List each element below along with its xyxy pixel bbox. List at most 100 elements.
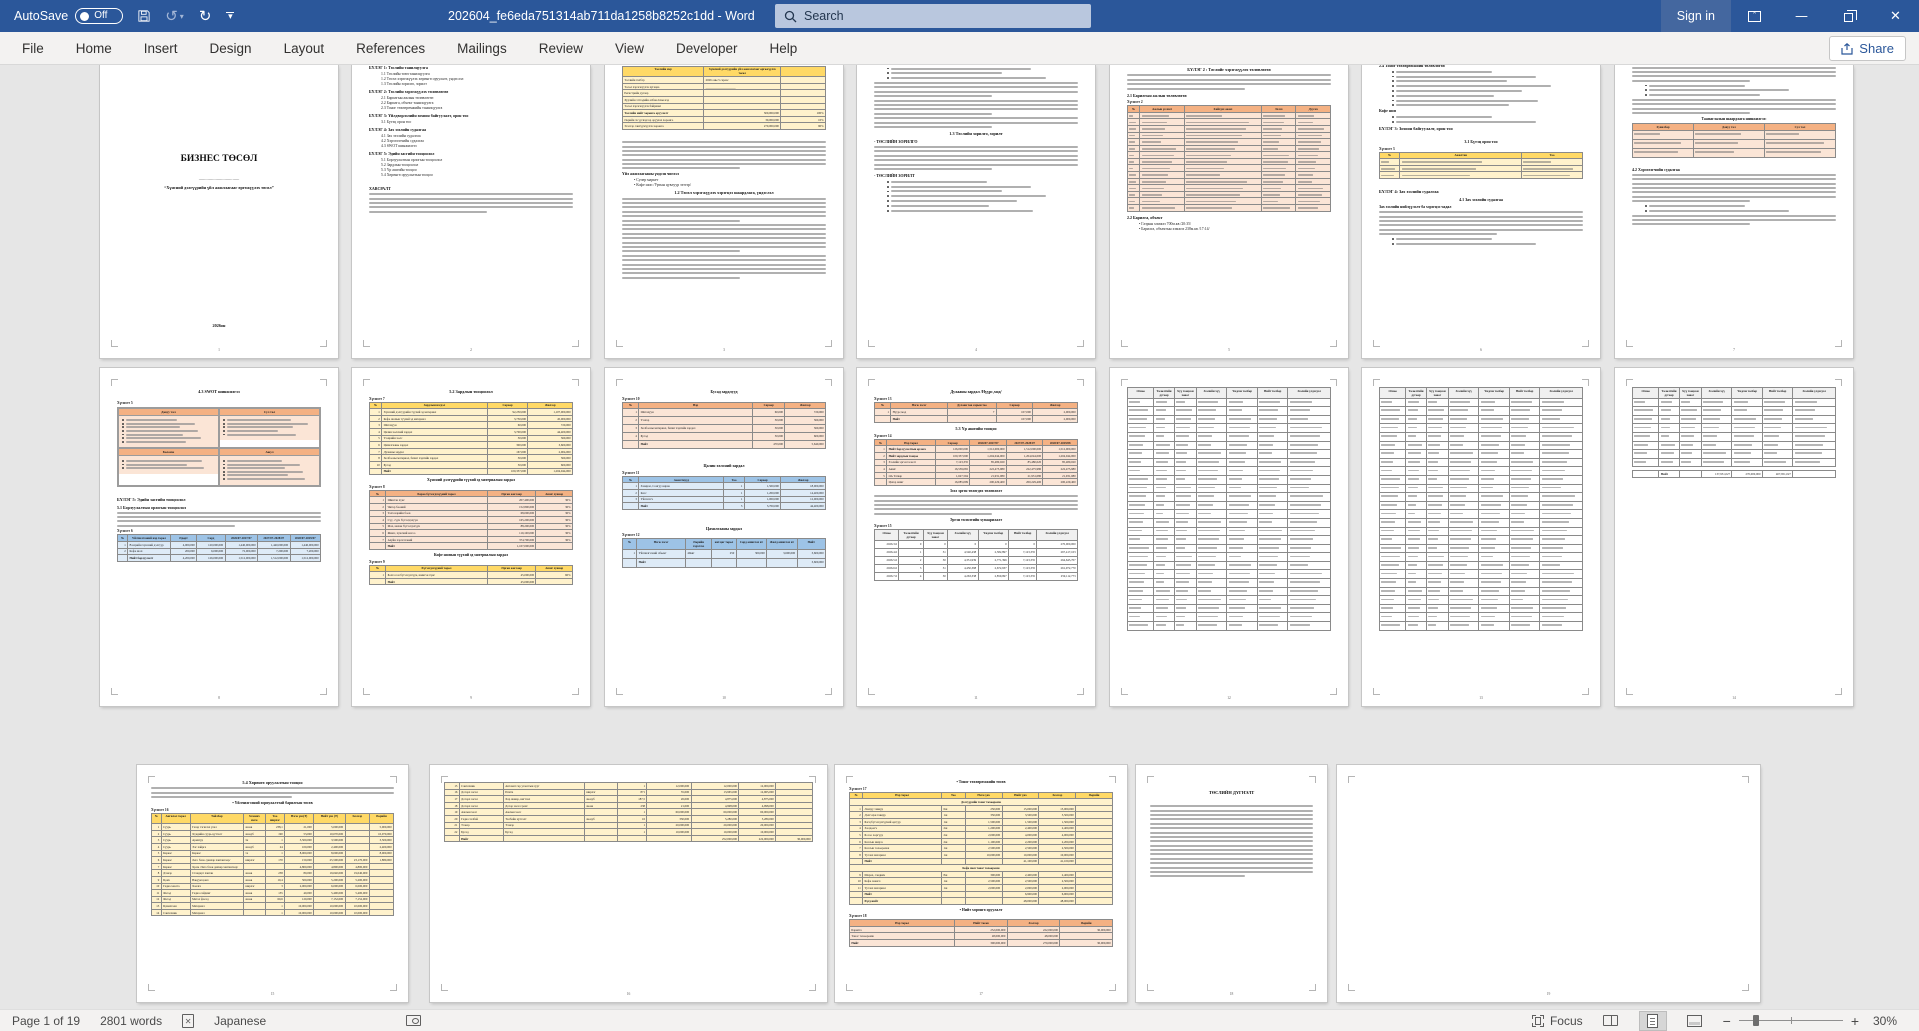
tab-view[interactable]: View: [599, 32, 660, 65]
page-14[interactable]: Огноо Төлөлтийн дугаар Хүү тооцсон хоног Зэ…: [1615, 368, 1853, 706]
page-13[interactable]: Огноо Төлөлтийн дугаар Хүү тооцсон хоног Зэ…: [1362, 368, 1600, 706]
zoom-in-button[interactable]: +: [1850, 1012, 1859, 1029]
page-number: 13: [1479, 696, 1483, 700]
doc-heading: 2.4 Тоног төхөөрөмжийн төлөвлөгөө: [1379, 65, 1445, 68]
tab-layout[interactable]: Layout: [268, 32, 341, 65]
language-indicator[interactable]: Japanese: [214, 1013, 267, 1028]
paragraph-placeholder: [1632, 173, 1836, 203]
list-item: 4.1 Зах зээлийн судалгаа: [381, 134, 421, 138]
word-count[interactable]: 2801 words: [100, 1013, 163, 1028]
tab-references[interactable]: References: [340, 32, 441, 65]
page-17[interactable]: • Тоног төхөөрөмжийн төсөв Хүснэгт 17 № Нэр…: [835, 765, 1127, 1002]
page-10[interactable]: Бусад зардлууд Хүснэгт 10 № Нэр Сараар Жилээр…: [605, 368, 843, 706]
doc-heading: БҮЛЭГ 5: Эдийн засгийн тооцоолол: [117, 496, 186, 502]
page-number: 9: [470, 696, 472, 700]
doc-heading: БҮЛЭГ 1: Төслийн танилцуулга: [369, 65, 428, 70]
doc-table: № Нэгж хэсэг Дулаан төв сарын тоо Сараар Жил…: [873, 401, 1078, 424]
focus-mode-button[interactable]: Focus: [1531, 1014, 1583, 1028]
read-mode-button[interactable]: [1597, 1011, 1625, 1031]
doc-heading: БҮЛЭГ 5: Эдийн засгийн тооцоолол: [369, 151, 435, 156]
page-19[interactable]: 19: [1337, 765, 1760, 1002]
paragraph-placeholder: [874, 81, 1078, 98]
sign-in-button[interactable]: Sign in: [1660, 0, 1731, 32]
zoom-slider-thumb[interactable]: [1752, 1015, 1759, 1026]
page-8[interactable]: 4.3 SWOT шинжилгээ Хүснэгт 5 Давуу тал Сул …: [100, 368, 338, 706]
page-12[interactable]: Огноо Төлөлтийн дугаар Хүү тооцсон хоног Зэ…: [1110, 368, 1348, 706]
page-15[interactable]: 5.4 Хөрөнгө оруулалтын тооцоо • Үйлчилгээ…: [137, 765, 408, 1002]
search-input[interactable]: Search: [775, 4, 1091, 28]
autosave-toggle[interactable]: Off: [75, 8, 124, 24]
doc-table: № Бүтээгдэхүүний төрөл Өргөн жагсаар Ашиг х…: [368, 564, 573, 586]
share-button[interactable]: Share: [1829, 36, 1906, 61]
tab-file[interactable]: File: [6, 32, 60, 65]
tab-insert[interactable]: Insert: [128, 32, 194, 65]
doc-table: № Нэр төрөл Тоо Нэгж үнэ Нийт үнэ Зээлээр Өөри…: [848, 791, 1113, 905]
page-number: 8: [218, 696, 220, 700]
paragraph-placeholder: [622, 254, 826, 279]
page-7[interactable]: Таамаглалын шаардлага шинжилгээ: Хувилбар…: [1615, 65, 1853, 358]
zoom-slider[interactable]: [1738, 1015, 1843, 1026]
statusbar-left: Page 1 of 19 2801 words ✕ Japanese: [12, 1013, 422, 1028]
page-indicator[interactable]: Page 1 of 19: [12, 1013, 81, 1028]
paragraph-placeholder: [874, 146, 1078, 171]
ribbon-display-options-button[interactable]: ˄: [1731, 0, 1778, 32]
tab-design[interactable]: Design: [194, 32, 268, 65]
display-settings-button[interactable]: [406, 1015, 422, 1026]
doc-heading: Хүнсний дэлгүүрийн түүхий эд материалын …: [427, 478, 515, 483]
restore-button[interactable]: [1825, 0, 1872, 32]
undo-button[interactable]: ↺ ▾: [165, 7, 184, 25]
tab-mailings[interactable]: Mailings: [441, 32, 523, 65]
minimize-button[interactable]: —: [1778, 0, 1825, 32]
doc-table: № Ангилал төрөл Тайлбар Хэмжих нэгж Тоо ширх…: [151, 812, 395, 917]
list-item: 5.2 Зардлын тооцоолол: [381, 163, 419, 167]
table-caption: Хүснэгт 2: [1127, 100, 1143, 105]
table-caption: Хүснэгт 9: [369, 559, 385, 564]
save-button[interactable]: [138, 10, 150, 22]
tab-review[interactable]: Review: [523, 32, 599, 65]
page-6[interactable]: 2.4 Тоног төхөөрөмжийн төлөвлөгөө Кофе шо…: [1362, 65, 1600, 358]
tab-help[interactable]: Help: [754, 32, 814, 65]
page-5[interactable]: БҮЛЭГ 2 : Төслийг хэрэгжүүлэх төлөвлөгөө…: [1110, 65, 1348, 358]
doc-heading: Үйл ажиллагааны үндсэн чиглэл: [622, 172, 679, 177]
page-number: 19: [1546, 992, 1551, 996]
restore-icon: [1844, 10, 1857, 22]
doc-table: Төслийн нэр Хүнсний дэлгүүрийн үйл ажилла…: [621, 65, 826, 130]
proofing-status-button[interactable]: ✕: [182, 1013, 195, 1028]
zoom-level[interactable]: 30%: [1873, 1014, 1907, 1028]
quick-access-toolbar: AutoSave Off ↺ ▾ ↻ ▾: [0, 7, 235, 25]
doc-table: № Үйлчилгээний нэр төрөл Өдөрт Сард 2026/07-…: [116, 534, 321, 562]
autosave-control: AutoSave Off: [14, 8, 124, 24]
page-18[interactable]: ТӨСЛИЙН ДҮГНЭЛТ 18: [1136, 765, 1327, 1002]
list-item: 2.2 Барилга, объект танилцуулга: [381, 101, 434, 105]
doc-heading: Таамаглалын шаардлага шинжилгээ:: [1701, 117, 1767, 122]
zoom-out-button[interactable]: −: [1722, 1012, 1731, 1029]
doc-heading: БИЗНЕС ТӨСӨЛ: [180, 154, 258, 164]
statusbar-right: Focus − + 30%: [1531, 1010, 1907, 1031]
redo-button[interactable]: ↻: [198, 7, 212, 25]
page-16[interactable]: 15 Сантехник Автомат гар угаалтын зууг 1 12,…: [430, 765, 827, 1002]
list-item: 2.3 Тоног төхөөрөмжийн танилцуулга: [381, 106, 443, 110]
customize-qat-button[interactable]: ▾: [226, 12, 235, 21]
page-1[interactable]: БИЗНЕС ТӨСӨЛ ····························…: [100, 65, 338, 358]
list-item: 1.2 Төсөл хэрэгжүүлэх хөрөнгө оруулалт, …: [381, 77, 464, 81]
status-bar: Page 1 of 19 2801 words ✕ Japanese Focus…: [0, 1009, 1919, 1031]
list-item: 2.1 Барилгын ажлын төлөвлөгөө: [381, 96, 434, 100]
page-11[interactable]: Дулааны зардал /Нүүрс,мод/Хүснэгт 13 № Нэг…: [857, 368, 1095, 706]
doc-heading: 1.2 Төсөл хэрэгжүүлэх хэрэгцээ шаардлага…: [674, 190, 774, 196]
tab-home[interactable]: Home: [60, 32, 128, 65]
doc-heading: БҮЛЭГ 4: Зах зээлийн судалгаа: [1379, 188, 1439, 194]
page-2[interactable]: БҮЛЭГ 1: Төслийн танилцуулга 1.1 Төслийн …: [352, 65, 590, 358]
document-canvas[interactable]: БИЗНЕС ТӨСӨЛ ····························…: [0, 65, 1919, 1009]
tab-developer[interactable]: Developer: [660, 32, 754, 65]
table-caption: Хүснэгт 6: [117, 529, 133, 534]
web-layout-button[interactable]: [1681, 1011, 1709, 1031]
close-button[interactable]: ✕: [1872, 0, 1919, 32]
page-4[interactable]: 1.3 Төслийн зорилго, зорилт - ТӨСЛИЙН ЗОР…: [857, 65, 1095, 358]
ribbon-display-options-icon: ˄: [1748, 10, 1761, 22]
ribbon-tabs: File Home Insert Design Layout Reference…: [0, 32, 813, 65]
page-9[interactable]: 5.2 Зардлын тооцоолол Хүснэгт 7 № Зардлын н…: [352, 368, 590, 706]
print-layout-button[interactable]: [1638, 1010, 1667, 1031]
page-number: 14: [1732, 696, 1736, 700]
doc-table: № Нэр Сараар Жилээр 1 Шатахуун 60,000 720,000 2 Т…: [621, 401, 826, 450]
